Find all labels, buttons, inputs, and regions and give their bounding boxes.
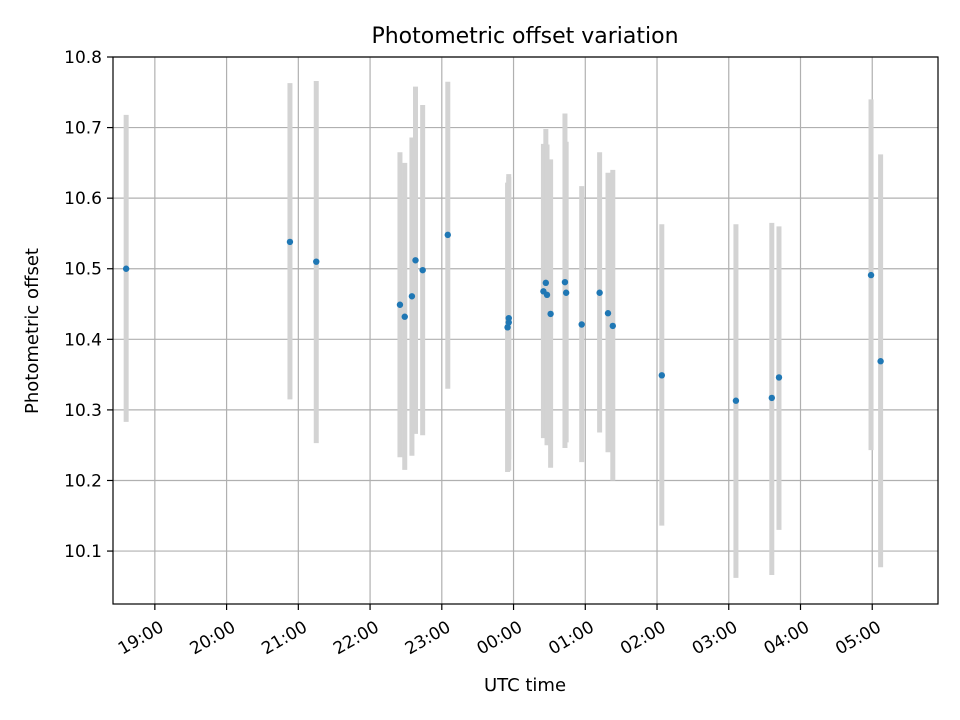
data-point bbox=[542, 279, 550, 287]
y-axis-ticks: 10.1 10.2 10.3 10.4 10.5 10.6 10.7 10.8 bbox=[64, 48, 113, 562]
y-tick-label: 10.3 bbox=[64, 401, 102, 421]
chart-title: Photometric offset variation bbox=[371, 24, 678, 49]
y-tick-label: 10.1 bbox=[64, 542, 102, 562]
data-points bbox=[122, 231, 884, 404]
data-point bbox=[396, 301, 404, 308]
data-point bbox=[122, 265, 130, 272]
data-point bbox=[504, 324, 511, 331]
data-point bbox=[867, 271, 875, 279]
data-point bbox=[732, 397, 740, 404]
data-point bbox=[505, 314, 512, 322]
data-point bbox=[444, 231, 451, 239]
y-tick-label: 10.2 bbox=[64, 471, 102, 491]
data-point bbox=[596, 289, 603, 296]
data-point bbox=[401, 313, 408, 320]
grid bbox=[113, 56, 938, 604]
data-point bbox=[419, 266, 426, 274]
data-point bbox=[578, 321, 585, 328]
y-tick-label: 10.7 bbox=[64, 119, 102, 139]
y-tick-label: 10.6 bbox=[64, 189, 102, 209]
data-point bbox=[877, 358, 884, 365]
data-point bbox=[562, 289, 570, 296]
data-point bbox=[775, 374, 783, 381]
x-axis-label: UTC time bbox=[484, 675, 566, 696]
data-point bbox=[412, 257, 419, 264]
data-point bbox=[609, 322, 616, 330]
data-point bbox=[604, 310, 612, 317]
data-point bbox=[286, 238, 294, 246]
y-axis-label: Photometric offset bbox=[22, 248, 43, 414]
data-point bbox=[561, 278, 569, 286]
y-tick-label: 10.5 bbox=[64, 260, 102, 280]
plot-frame bbox=[112, 56, 939, 605]
data-point bbox=[543, 291, 551, 299]
data-point bbox=[547, 310, 554, 318]
data-point bbox=[768, 394, 776, 402]
y-tick-label: 10.4 bbox=[64, 330, 102, 350]
y-tick-label: 10.8 bbox=[64, 48, 102, 68]
data-point bbox=[408, 293, 416, 300]
data-point bbox=[658, 372, 666, 379]
data-point bbox=[313, 258, 320, 265]
